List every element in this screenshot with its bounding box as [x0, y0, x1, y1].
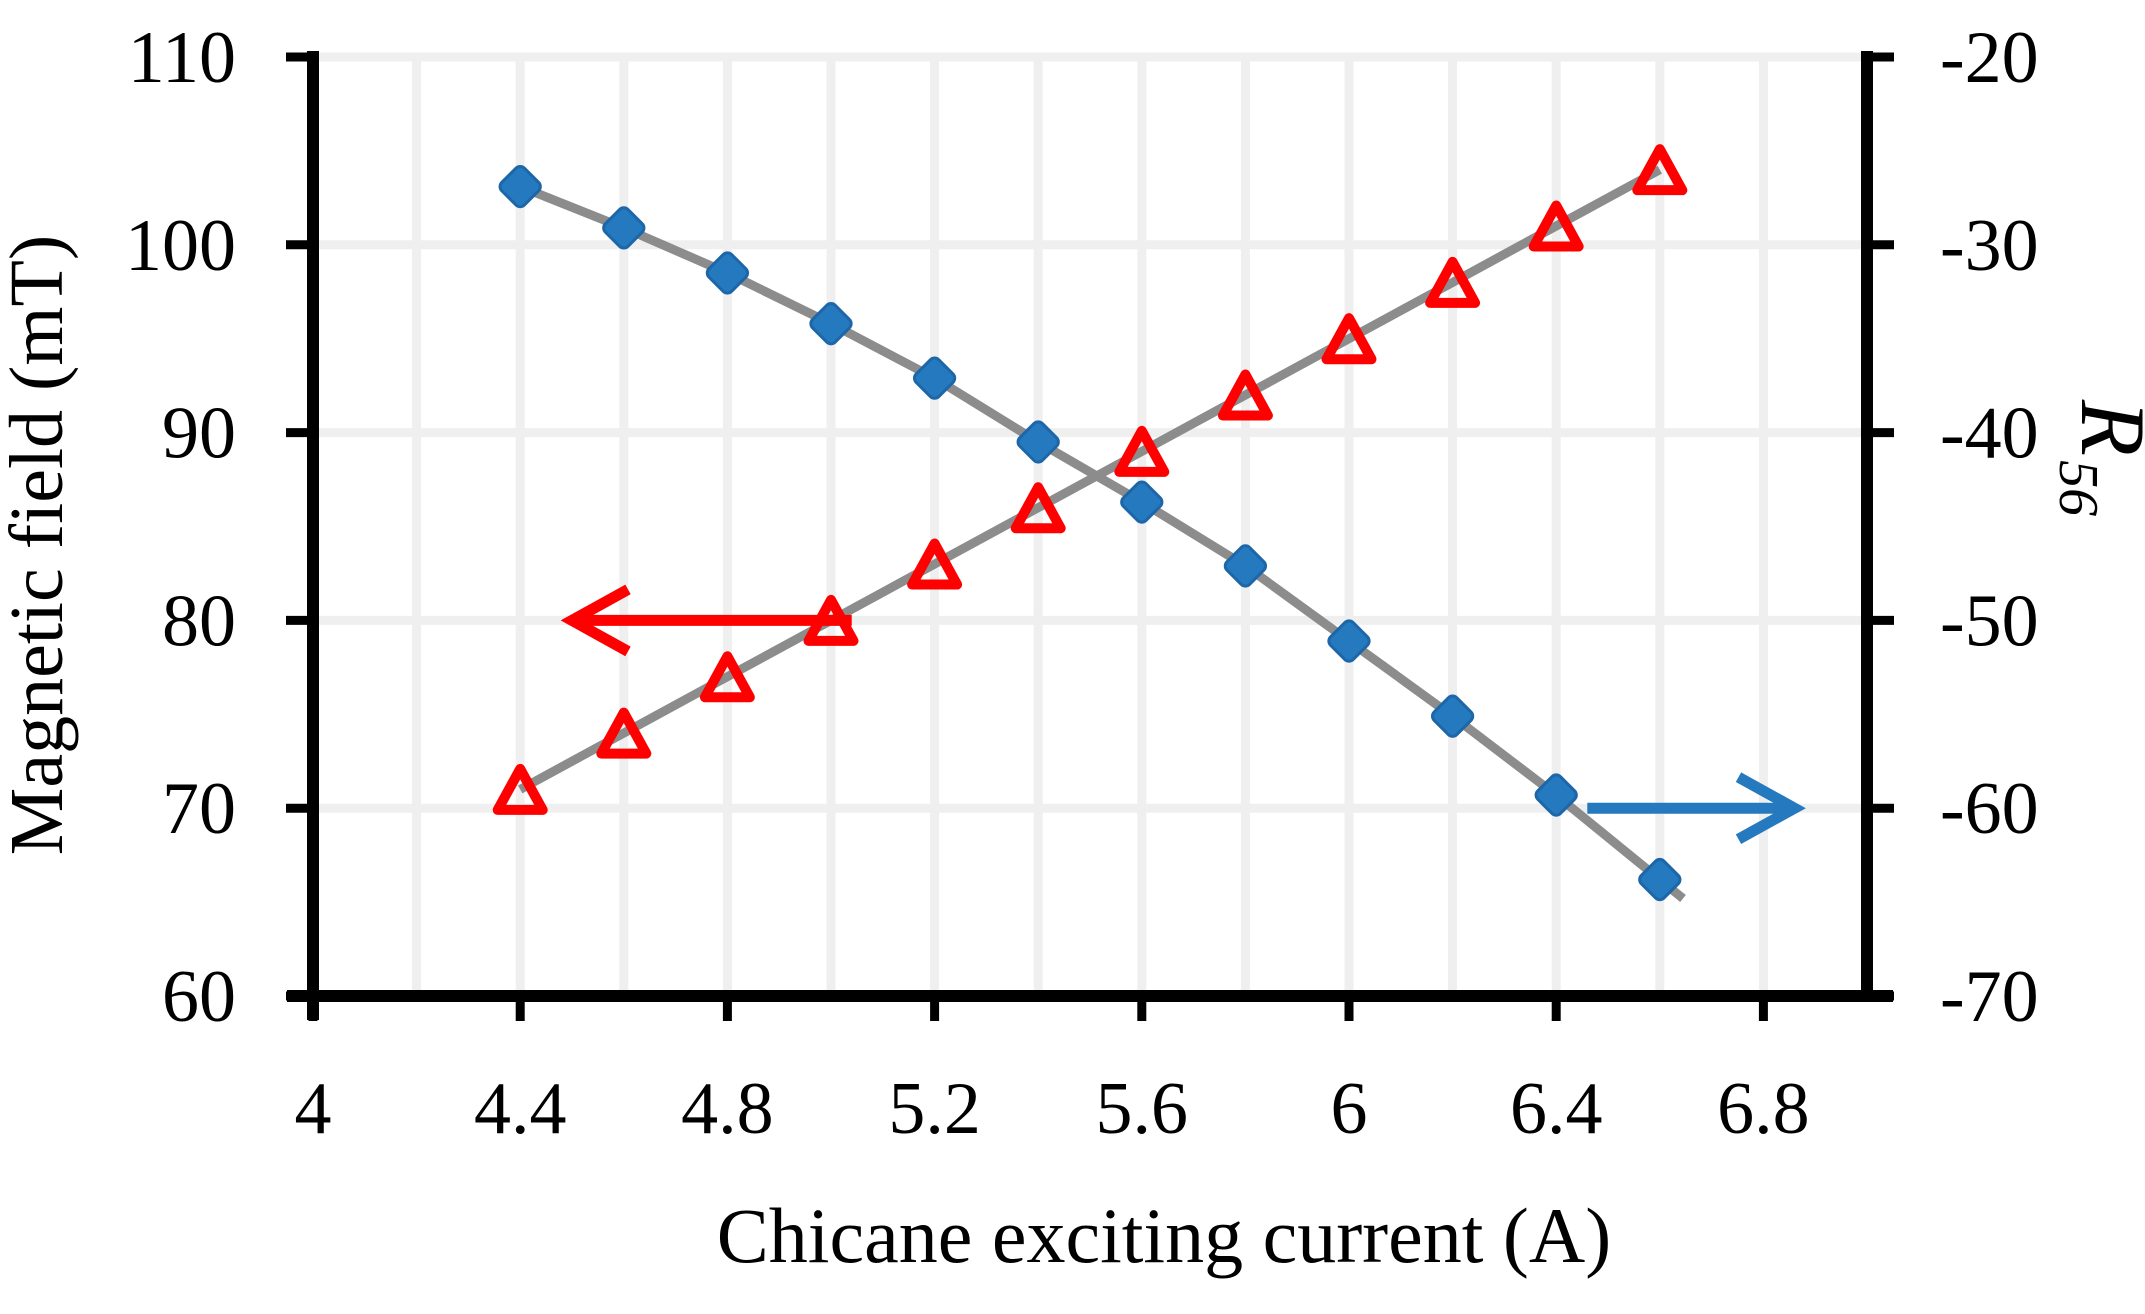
left-tick-label: 90 [162, 393, 236, 475]
magnetic-field-point [596, 707, 652, 759]
r56-point [1638, 857, 1682, 902]
r56-point [809, 302, 853, 346]
left-tick-label: 70 [162, 768, 236, 850]
magnetic-field-point [1321, 313, 1377, 365]
right-tick-label: -40 [1940, 393, 2039, 475]
r56-point [1223, 544, 1268, 588]
magnetic-field-point [1114, 425, 1170, 477]
x-tick-label: 4.8 [681, 1068, 774, 1150]
left-axis-pointer-arrow [560, 584, 852, 657]
magnetic-field-point [1010, 482, 1066, 534]
magnetic-field-point [1632, 144, 1688, 196]
series-lines [518, 165, 1686, 902]
right-tick-label: -30 [1940, 205, 2039, 287]
r56-point [498, 164, 542, 209]
r56-point [1430, 694, 1475, 738]
magnetic-field-point [907, 538, 963, 590]
right-axis-title-subscript: 56 [2047, 460, 2109, 516]
magnetic-field-point [699, 651, 755, 703]
series-line-r56 [518, 182, 1686, 902]
r56-point [912, 356, 957, 400]
axis-ticks [286, 52, 1894, 1021]
x-tick-label: 5.6 [1096, 1068, 1189, 1150]
x-tick-label: 4.4 [474, 1068, 567, 1150]
right-tick-label: -50 [1940, 580, 2039, 662]
x-tick-label: 5.2 [888, 1068, 981, 1150]
arrow-head [1735, 772, 1806, 845]
magnetic-field-point [1217, 369, 1273, 421]
r56-point [1327, 619, 1371, 663]
right-axis-title: R 56 [2047, 399, 2145, 516]
right-axis-pointer-arrow [1587, 772, 1806, 845]
tick-labels: 4 4.4 4.8 5.2 5.6 6 6.4 6.8 60 70 80 90 100 110 -70 -60… [125, 17, 2039, 1150]
x-tick-label: 4 [295, 1068, 332, 1150]
magnetic-field-point [492, 763, 548, 815]
left-tick-label: 110 [128, 17, 236, 99]
right-tick-label: -60 [1940, 768, 2039, 850]
r56-point [1016, 420, 1060, 464]
r56-point [1534, 773, 1578, 817]
right-axis-title-base: R [2062, 399, 2145, 456]
left-tick-label: 80 [162, 580, 236, 662]
left-axis-title: Magnetic field (mT) [0, 235, 79, 855]
series-markers [492, 144, 1688, 902]
magnetic-field-point [1528, 200, 1584, 252]
x-tick-label: 6.4 [1510, 1068, 1603, 1150]
right-tick-label: -20 [1940, 17, 2039, 99]
arrow-head [560, 584, 631, 657]
axes [287, 51, 1893, 1020]
left-tick-label: 60 [162, 956, 236, 1038]
r56-point [602, 206, 646, 250]
r56-point [705, 251, 750, 295]
left-tick-label: 100 [125, 205, 236, 287]
r56-point [1120, 480, 1164, 524]
magnetic-field-point [1425, 256, 1481, 308]
x-tick-label: 6.8 [1717, 1068, 1810, 1150]
series-line-magnetic-field [518, 165, 1662, 794]
right-tick-label: -70 [1940, 956, 2039, 1038]
x-tick-label: 6 [1331, 1068, 1368, 1150]
x-axis-title: Chicane exciting current (A) [717, 1192, 1611, 1279]
axis-pointer-arrows [560, 584, 1806, 845]
